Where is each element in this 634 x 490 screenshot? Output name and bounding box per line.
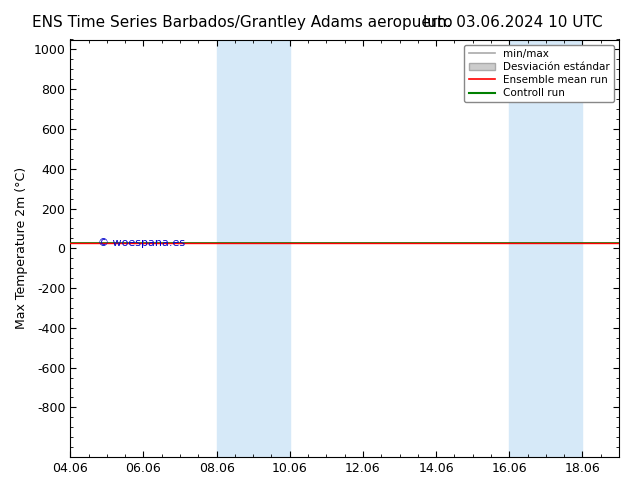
- Bar: [217, 40, 290, 457]
- Bar: [509, 40, 583, 457]
- Legend: min/max, Desviación estándar, Ensemble mean run, Controll run: min/max, Desviación estándar, Ensemble m…: [464, 45, 614, 102]
- Y-axis label: Max Temperature 2m (°C): Max Temperature 2m (°C): [15, 167, 28, 329]
- Text: ENS Time Series Barbados/Grantley Adams aeropuerto: ENS Time Series Barbados/Grantley Adams …: [32, 15, 452, 30]
- Text: lun. 03.06.2024 10 UTC: lun. 03.06.2024 10 UTC: [423, 15, 602, 30]
- Text: © woespana.es: © woespana.es: [98, 238, 185, 248]
